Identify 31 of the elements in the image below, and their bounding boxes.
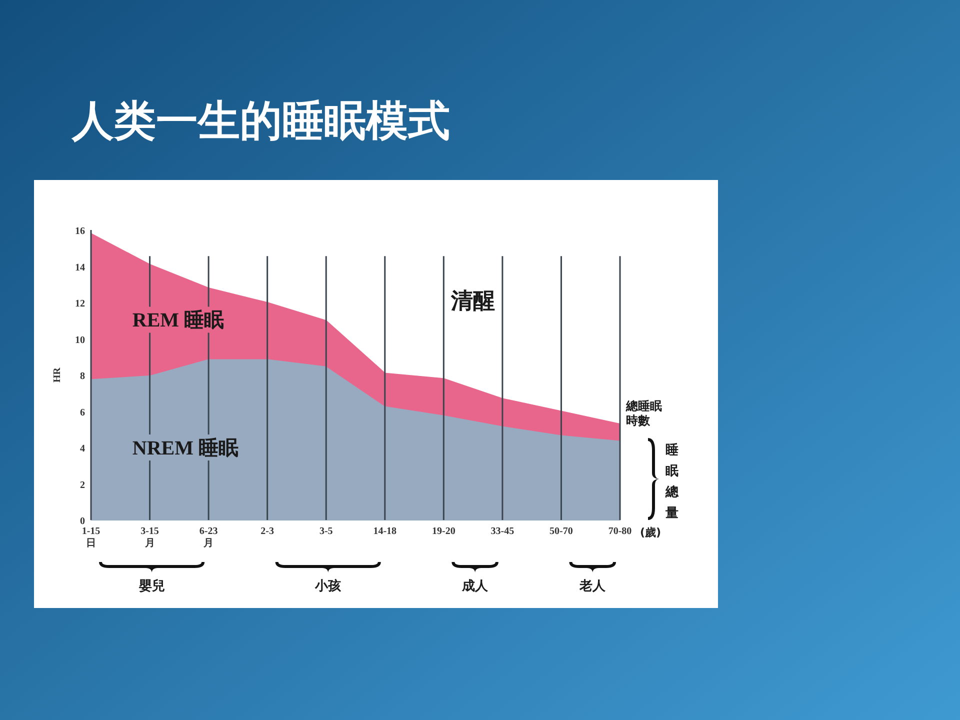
text: 嬰兒 — [138, 578, 165, 594]
y-tick-label: 0 — [80, 516, 85, 527]
x-tick-label: 14-18 — [373, 526, 397, 537]
series-label: REM 睡眠 — [132, 308, 224, 332]
text: 老人 — [578, 579, 607, 594]
text: 成人 — [461, 579, 490, 594]
x-tick-label: 6-23 月 — [199, 526, 218, 549]
x-tick-label: 19-20 — [432, 526, 456, 537]
y-tick-label: 12 — [75, 298, 85, 310]
y-tick-label: 16 — [75, 226, 85, 237]
x-tick-label: 2-3 — [260, 526, 274, 537]
annotation: 清醒 — [450, 289, 496, 314]
x-axis-title: (歲) — [640, 526, 662, 539]
x-tick-label: 1-15 日 — [82, 526, 100, 549]
text: 小孩 — [314, 578, 342, 594]
y-tick-label: 14 — [75, 262, 85, 274]
x-tick-label: 50-70 — [550, 526, 573, 537]
x-tick-label: 70-80 — [608, 526, 632, 537]
y-tick-label: 4 — [80, 444, 85, 454]
y-tick-label: 10 — [75, 334, 85, 346]
text: 睡眠總量 — [664, 442, 680, 521]
series-label: NREM 睡眠 — [132, 436, 238, 460]
y-tick-label: 8 — [80, 371, 85, 382]
chart-title: 人类一生的睡眠模式 — [71, 96, 450, 145]
x-tick-label: 3-15 月 — [140, 526, 159, 549]
x-tick-label: 33-45 — [490, 526, 514, 537]
annotation: 總睡眠時數 — [625, 398, 662, 428]
y-tick-label: 6 — [80, 407, 85, 418]
x-tick-label: 3-5 — [319, 526, 333, 537]
y-tick-label: 2 — [80, 480, 85, 491]
y-axis-title: HR — [52, 366, 63, 382]
